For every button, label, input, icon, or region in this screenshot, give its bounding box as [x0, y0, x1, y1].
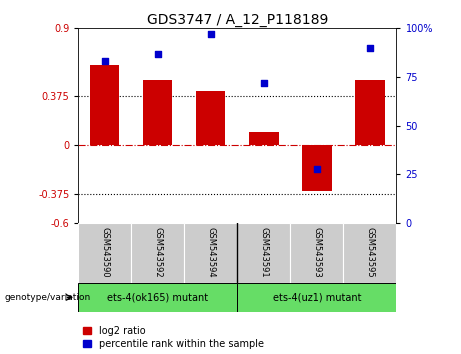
Bar [78, 223, 131, 283]
Text: GSM543592: GSM543592 [154, 227, 162, 277]
Bar [184, 223, 237, 283]
Point [313, 166, 320, 171]
Text: GSM543593: GSM543593 [313, 227, 321, 277]
Text: genotype/variation: genotype/variation [5, 293, 91, 302]
Bar [237, 223, 290, 283]
Bar [355, 80, 384, 145]
Point [207, 31, 214, 37]
Text: GSM543594: GSM543594 [207, 227, 215, 277]
Bar [302, 145, 331, 190]
Text: ets-4(uz1) mutant: ets-4(uz1) mutant [273, 292, 361, 302]
Bar [78, 283, 237, 312]
Bar [237, 283, 396, 312]
Point [154, 51, 162, 56]
Text: GSM543591: GSM543591 [260, 227, 268, 277]
Bar [131, 223, 184, 283]
Bar [343, 223, 396, 283]
Text: ets-4(ok165) mutant: ets-4(ok165) mutant [107, 292, 208, 302]
Bar [90, 65, 119, 145]
Point [260, 80, 267, 86]
Bar [196, 91, 225, 145]
Legend: log2 ratio, percentile rank within the sample: log2 ratio, percentile rank within the s… [83, 326, 264, 349]
Bar [143, 80, 172, 145]
Bar [249, 132, 278, 145]
Title: GDS3747 / A_12_P118189: GDS3747 / A_12_P118189 [147, 13, 328, 27]
Point [366, 45, 373, 51]
Text: GSM543590: GSM543590 [100, 227, 109, 277]
Text: GSM543595: GSM543595 [366, 227, 374, 277]
Point [101, 58, 109, 64]
Bar [290, 223, 343, 283]
